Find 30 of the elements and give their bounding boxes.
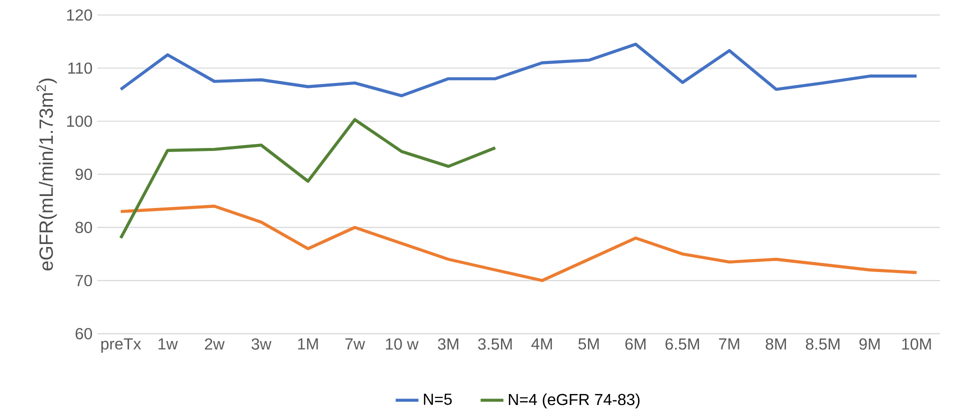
x-tick-label: 3M xyxy=(438,338,458,350)
y-tick-label: 110 xyxy=(68,62,92,74)
x-tick-label: 1M xyxy=(298,338,318,350)
x-tick-label: 8M xyxy=(766,338,786,350)
x-tick-label: 2w xyxy=(204,338,225,350)
x-tick-label: 3.5M xyxy=(478,338,512,350)
line-series xyxy=(119,42,918,98)
y-tick-label: 120 xyxy=(67,9,92,21)
y-tick-label: 70 xyxy=(76,274,92,286)
y-axis-title: eGFR(mL/min/1.73m$^{2}$) xyxy=(36,78,57,270)
x-tick-label: 10M xyxy=(902,338,931,350)
x-tick-label: 7w xyxy=(345,338,366,350)
x-tick-label: 4M xyxy=(531,338,552,350)
x-tick-label: 6M xyxy=(625,338,646,350)
y-tick-label: 100 xyxy=(67,116,92,127)
y-tick-label: 80 xyxy=(76,222,92,234)
x-tick-label: 1w xyxy=(158,338,178,350)
x-tick-label: preTx xyxy=(101,338,142,353)
x-tick-label: 3w xyxy=(252,338,272,350)
x-tick-label: 9M xyxy=(859,338,880,350)
x-tick-label: 5M xyxy=(578,338,599,350)
legend-label: N=4 (eGFR 74-83) xyxy=(508,393,640,408)
legend-label: N=5 xyxy=(424,394,452,405)
line-series xyxy=(119,118,497,240)
y-tick-label: 90 xyxy=(76,168,92,180)
x-tick-label: 10 w xyxy=(386,338,419,350)
x-tick-label: 8.5M xyxy=(806,338,840,350)
x-tick-label: 6.5M xyxy=(666,338,699,350)
y-tick-label: 60 xyxy=(76,328,92,340)
x-tick-label: 7M xyxy=(719,338,740,350)
